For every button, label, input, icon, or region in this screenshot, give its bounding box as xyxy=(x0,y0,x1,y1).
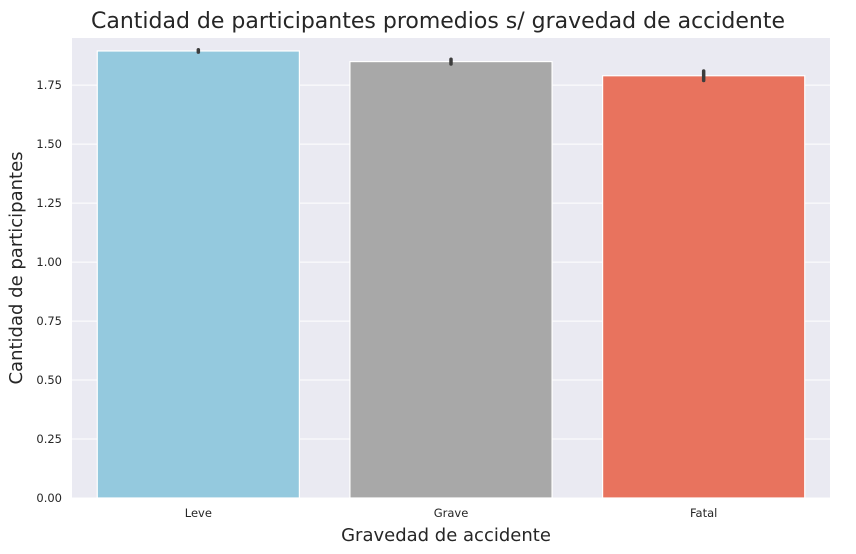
chart-title: Cantidad de participantes promedios s/ g… xyxy=(91,9,785,34)
bar-leve xyxy=(96,50,301,499)
x-tick-label: Fatal xyxy=(690,506,717,520)
x-tick-label: Grave xyxy=(434,506,469,520)
x-tick-label: Leve xyxy=(185,506,212,520)
x-axis-ticks: Leve Grave Fatal xyxy=(185,506,718,520)
y-axis-label: Cantidad de participantes xyxy=(6,151,27,384)
y-tick-label: 0.00 xyxy=(36,491,62,505)
y-tick-label: 1.75 xyxy=(36,78,62,92)
bars xyxy=(96,50,806,499)
error-bars xyxy=(196,48,706,83)
y-tick-label: 0.75 xyxy=(36,314,62,328)
y-tick-label: 1.25 xyxy=(36,196,62,210)
bar-grave xyxy=(349,60,553,499)
x-axis-label: Gravedad de accidente xyxy=(341,525,551,546)
y-axis-ticks: 0.00 0.25 0.50 0.75 1.00 1.25 1.50 1.75 xyxy=(36,78,62,505)
y-tick-label: 1.50 xyxy=(36,137,62,151)
y-tick-label: 0.25 xyxy=(36,432,62,446)
bar-fatal xyxy=(601,75,806,499)
y-tick-label: 1.00 xyxy=(36,255,62,269)
y-tick-label: 0.50 xyxy=(36,373,62,387)
